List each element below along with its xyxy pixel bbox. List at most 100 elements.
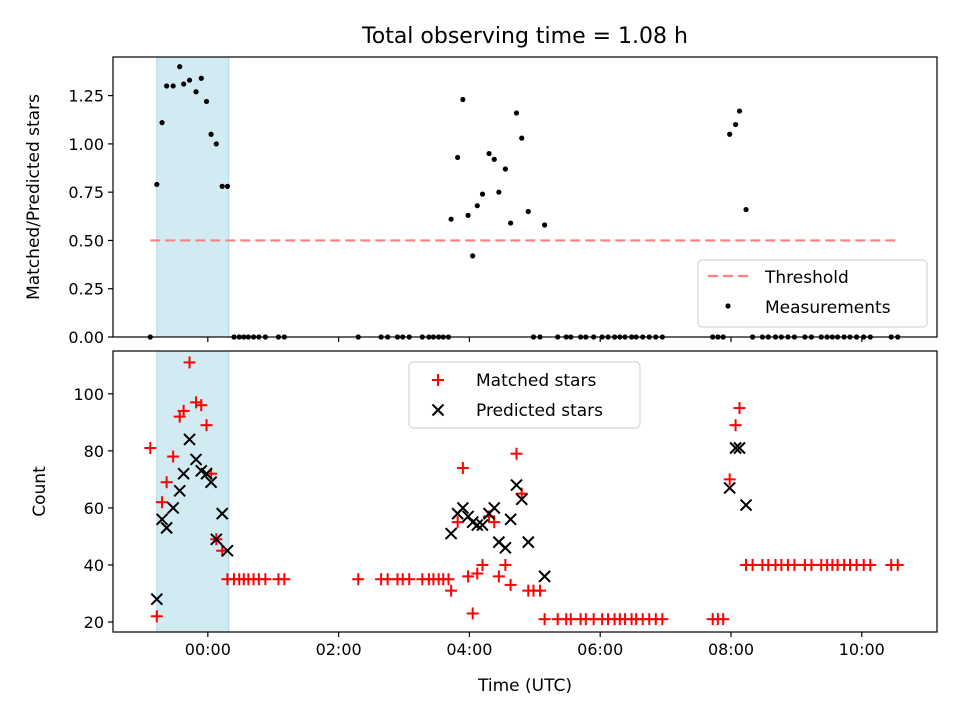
predicted-star-point (166, 501, 180, 515)
marker-stroke (504, 513, 517, 526)
marker-stroke (155, 513, 169, 526)
marker-stroke (189, 453, 203, 466)
matched-star-point (729, 419, 742, 432)
measurement-point (474, 203, 480, 209)
matched-star-point (442, 573, 455, 586)
marker-stroke (200, 467, 213, 480)
marker-stroke (466, 515, 479, 529)
matched-star-point (466, 607, 479, 620)
predicted-star-point (204, 476, 218, 489)
marker-stroke (431, 403, 445, 417)
matched-star-point (352, 573, 365, 586)
matched-star-point (656, 613, 669, 626)
measurement-point (465, 212, 471, 218)
legend: Matched stars Predicted stars (408, 361, 641, 429)
measurement-point (502, 166, 508, 172)
y-tick-label: 0.25 (68, 280, 104, 299)
measurement-point (743, 206, 749, 213)
matched-star-point (167, 450, 180, 463)
measurement-point (732, 121, 739, 128)
marker-stroke (729, 441, 742, 455)
measurement-point (455, 154, 461, 161)
measurement-point (203, 98, 210, 105)
measurement-point (513, 110, 520, 116)
measurement-point (736, 108, 743, 114)
y-tick-label: 40 (84, 556, 104, 575)
predicted-star-point (488, 501, 501, 515)
measurement-point (170, 83, 176, 89)
y-tick-label: 0.50 (68, 231, 104, 250)
measurement-point (470, 253, 476, 259)
predicted-star-point (189, 453, 203, 466)
y-tick-label: 1.25 (68, 87, 104, 106)
x-tick-label: 08:00 (708, 640, 754, 659)
y-tick-label: 60 (84, 499, 104, 518)
predicted-star-point (522, 535, 535, 549)
legend-label: Measurements (765, 298, 891, 318)
matched-star-point (456, 461, 469, 474)
predicted-star-point (538, 570, 551, 583)
x-axis-label: Time (UTC) (477, 676, 572, 696)
bottom-panel: 00:00 02:00 04:00 06:00 08:00 10:00 20 40 60 80 10… (30, 350, 938, 696)
predicted-star-point (210, 533, 223, 546)
marker-stroke (538, 570, 551, 583)
matched-star-point (476, 558, 489, 571)
matched-star-point (278, 573, 291, 586)
matched-star-point (462, 570, 475, 583)
marker-stroke (476, 518, 489, 532)
marker-stroke (173, 484, 186, 497)
marker-stroke (723, 481, 736, 495)
predicted-star-point (200, 467, 213, 480)
marker-stroke (166, 501, 180, 515)
predicted-star-point (499, 541, 512, 555)
measurement-point (213, 141, 219, 147)
predicted-star-point (155, 513, 169, 526)
predicted-star-point (150, 592, 164, 606)
x-tick-label: 04:00 (446, 640, 492, 659)
predicted-star-point (510, 478, 523, 492)
matched-star-point (177, 404, 190, 417)
marker-stroke (510, 478, 523, 492)
matched-star-point (451, 516, 464, 529)
series-matched-stars (144, 356, 904, 626)
matched-star-point (471, 567, 484, 580)
measurement-point (181, 81, 187, 87)
matched-star-point (717, 613, 730, 626)
measurement-point (479, 191, 486, 197)
predicted-star-point (177, 467, 190, 480)
measurement-point (542, 222, 548, 228)
marker-stroke (733, 441, 746, 455)
marker-stroke (221, 544, 234, 557)
shaded-interval (156, 56, 230, 338)
marker-stroke (183, 433, 196, 446)
legend-label: Matched stars (476, 371, 596, 391)
legend-box (697, 259, 928, 328)
measurement-point (164, 83, 170, 89)
matched-star-point (538, 613, 551, 626)
shaded-interval (156, 350, 230, 633)
matched-star-point (534, 584, 547, 597)
legend-label: Threshold (764, 268, 849, 288)
y-axis-label: Count (30, 466, 50, 517)
matched-star-point (788, 558, 801, 571)
measurement-point (224, 183, 231, 189)
matched-star-point (200, 419, 213, 432)
measurement-point (460, 96, 466, 103)
measurement-point (525, 208, 531, 215)
matched-star-point (150, 610, 163, 623)
y-tick-label: 80 (84, 442, 104, 461)
series-predicted-stars (150, 433, 753, 606)
marker-stroke (492, 535, 506, 549)
matched-star-point (403, 573, 416, 586)
y-tick-label: 20 (84, 613, 104, 632)
measurement-point (508, 220, 514, 226)
marker-stroke (204, 476, 218, 489)
marker-stroke (471, 518, 484, 532)
marker-stroke (488, 501, 501, 515)
measurement-point (486, 150, 492, 157)
x-tick-label: 02:00 (316, 640, 362, 659)
predicted-star-point (733, 441, 746, 455)
measurement-point (193, 89, 199, 95)
measurement-point (519, 135, 525, 141)
